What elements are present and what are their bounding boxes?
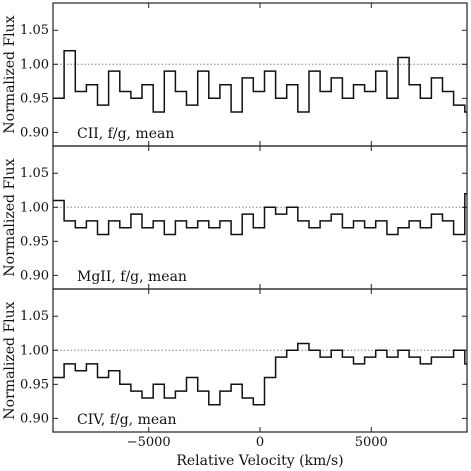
x-tick-label: 5000 [355,435,388,450]
panel-label: CIV, f/g, mean [77,412,177,428]
panels: 0.90 0.95 1.00 1.05 CII, f/g, mean Normalized… [2,2,468,450]
y-tick-label: 0.95 [20,377,49,392]
y-tick-label: 0.95 [20,234,49,249]
panel-frame [52,2,468,147]
y-tick-label: 0.90 [20,411,49,426]
panel-label: CII, f/g, mean [77,126,174,142]
y-tick-label: 1.05 [20,23,49,38]
flux-series [53,192,467,236]
y-tick-label: 1.00 [20,200,49,215]
y-axis-label: Normalized Flux [2,158,18,276]
flux-series [53,49,467,113]
y-tick-label: 1.05 [20,309,49,324]
flux-series [53,342,467,406]
panel-frame [52,145,468,290]
panel-label: MgII, f/g, mean [77,269,187,285]
x-tick-label: 0 [256,435,264,450]
y-tick-label: 1.05 [20,166,49,181]
y-axis-label: Normalized Flux [2,301,18,419]
x-axis-label: Relative Velocity (km/s) [176,453,343,469]
x-tick-label: −5000 [127,435,171,450]
panel-2: 0.90 0.95 1.00 1.05 MgII, f/g, mean Normalize… [2,145,468,290]
y-tick-label: 0.90 [20,268,49,283]
y-tick-label: 0.95 [20,91,49,106]
y-axis-label: Normalized Flux [2,15,18,133]
y-tick-label: 0.90 [20,125,49,140]
y-tick-label: 1.00 [20,343,49,358]
panel-3: 0.90 0.95 1.00 1.05 −5000 0 5000 CIV, f/g, mean… [2,288,468,450]
panel-frame [52,288,468,433]
panel-1: 0.90 0.95 1.00 1.05 CII, f/g, mean Normalized… [2,2,468,147]
y-tick-label: 1.00 [20,57,49,72]
